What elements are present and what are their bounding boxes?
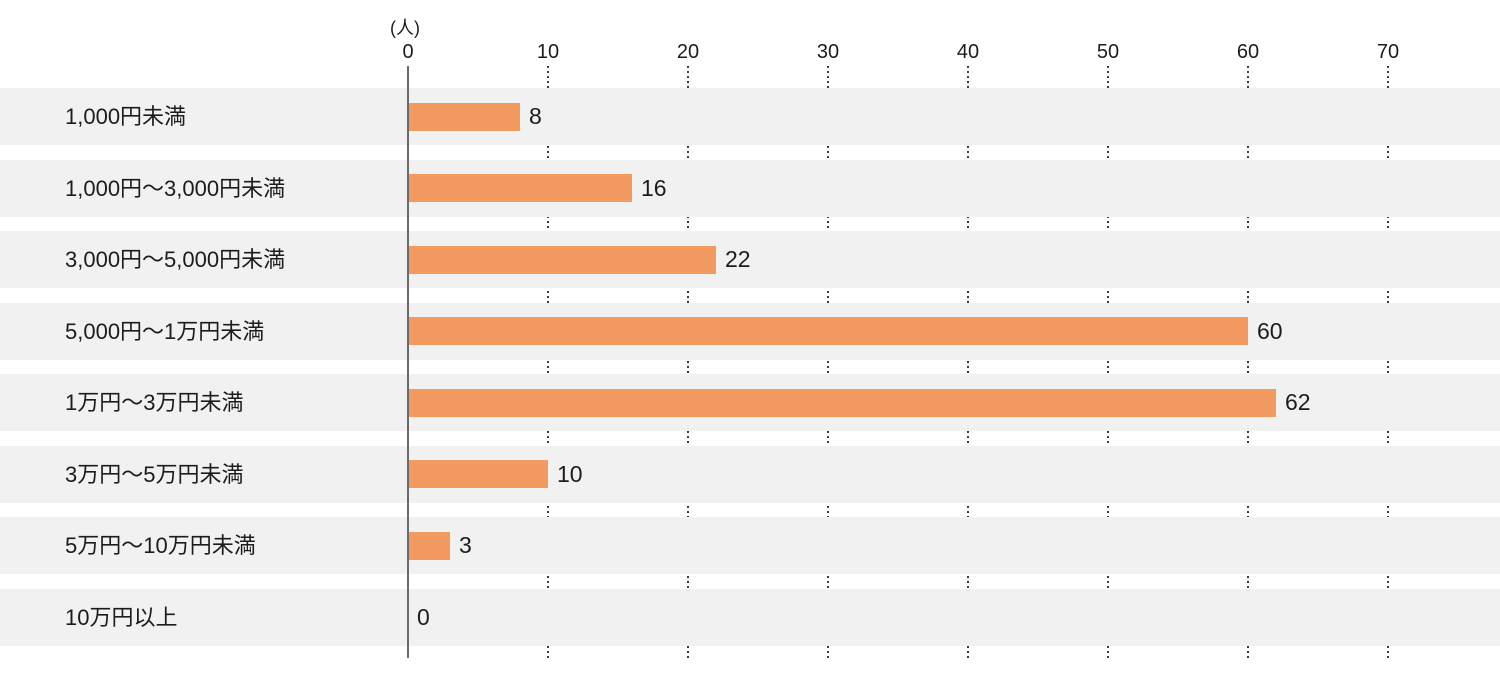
bar xyxy=(408,388,1276,417)
dotted-gridline xyxy=(687,66,689,658)
table-row: 5万円〜10万円未満 3 xyxy=(0,517,1500,574)
value-label: 0 xyxy=(417,603,430,630)
table-row: 10万円以上 0 xyxy=(0,588,1500,646)
axis-unit-label: (人) xyxy=(390,18,420,38)
value-label: 8 xyxy=(529,103,542,129)
dotted-gridline xyxy=(1107,66,1109,658)
x-tick-label: 10 xyxy=(536,41,560,63)
bar xyxy=(408,531,450,560)
x-tick-label: 50 xyxy=(1096,41,1120,63)
dotted-gridline xyxy=(827,66,829,658)
table-row: 1,000円〜3,000円未満 16 xyxy=(0,159,1500,217)
dotted-gridline xyxy=(1247,66,1249,658)
category-label: 1,000円未満 xyxy=(65,104,187,129)
bar xyxy=(408,245,716,274)
category-label: 5,000円〜1万円未満 xyxy=(65,318,265,344)
table-row: 1万円〜3万円未満 62 xyxy=(0,374,1500,431)
table-row: 3,000円〜5,000円未満 22 xyxy=(0,231,1500,288)
x-tick-label: 20 xyxy=(676,41,700,63)
x-tick-label: 40 xyxy=(956,41,980,63)
value-label: 22 xyxy=(725,246,751,272)
category-label: 1,000円〜3,000円未満 xyxy=(65,175,286,201)
category-label: 1万円〜3万円未満 xyxy=(65,390,244,415)
value-label: 62 xyxy=(1285,389,1311,415)
y-axis-line xyxy=(407,66,409,658)
bar xyxy=(408,102,520,131)
x-tick-label: 0 xyxy=(402,41,414,63)
table-row: 5,000円〜1万円未満 60 xyxy=(0,302,1500,360)
value-label: 3 xyxy=(459,532,472,558)
category-label: 10万円以上 xyxy=(65,604,178,630)
table-row: 3万円〜5万円未満 10 xyxy=(0,445,1500,503)
value-label: 16 xyxy=(641,174,667,201)
category-label: 3,000円〜5,000円未満 xyxy=(65,247,286,272)
x-tick-label: 30 xyxy=(816,41,840,63)
table-row: 1,000円未満 8 xyxy=(0,88,1500,145)
x-tick-label: 60 xyxy=(1236,41,1260,63)
category-label: 5万円〜10万円未満 xyxy=(65,533,256,558)
bar xyxy=(408,317,1248,345)
dotted-gridline xyxy=(547,66,549,658)
value-label: 60 xyxy=(1257,317,1283,344)
value-label: 10 xyxy=(557,460,583,487)
bar xyxy=(408,460,548,488)
x-tick-label: 70 xyxy=(1376,41,1400,63)
category-label: 3万円〜5万円未満 xyxy=(65,461,244,487)
bar xyxy=(408,174,632,202)
dotted-gridline xyxy=(1387,66,1389,658)
dotted-gridline xyxy=(967,66,969,658)
